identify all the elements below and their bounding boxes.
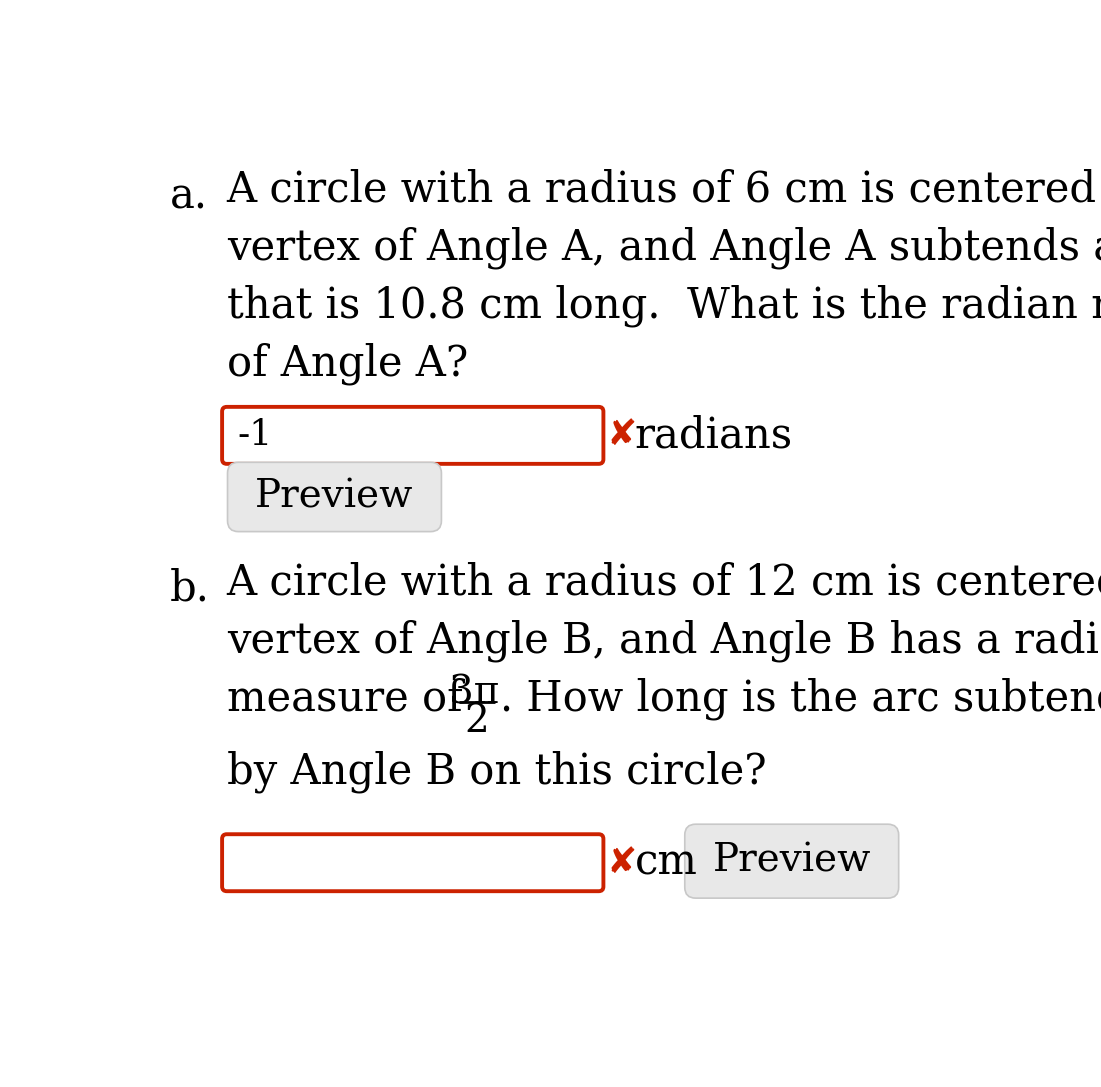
Text: Preview: Preview <box>255 478 414 515</box>
Text: cm: cm <box>634 841 697 884</box>
Text: ✘: ✘ <box>607 846 636 879</box>
Text: -1: -1 <box>238 418 273 452</box>
Text: 2: 2 <box>465 703 490 740</box>
Text: A circle with a radius of 12 cm is centered at the: A circle with a radius of 12 cm is cente… <box>227 562 1101 603</box>
Text: b.: b. <box>171 567 210 610</box>
Text: radians: radians <box>634 414 793 457</box>
FancyBboxPatch shape <box>228 462 442 532</box>
Text: measure of: measure of <box>227 677 476 720</box>
Text: by Angle B on this circle?: by Angle B on this circle? <box>227 750 766 792</box>
FancyBboxPatch shape <box>222 407 603 464</box>
Text: a.: a. <box>171 175 208 217</box>
Text: vertex of Angle B, and Angle B has a radian: vertex of Angle B, and Angle B has a rad… <box>227 620 1101 662</box>
Text: that is 10.8 cm long.  What is the radian measure: that is 10.8 cm long. What is the radian… <box>227 285 1101 327</box>
Text: of Angle A?: of Angle A? <box>227 342 468 385</box>
Text: A circle with a radius of 6 cm is centered at the: A circle with a radius of 6 cm is center… <box>227 168 1101 211</box>
FancyBboxPatch shape <box>222 834 603 891</box>
Text: Preview: Preview <box>712 842 871 879</box>
Text: vertex of Angle A, and Angle A subtends an arc: vertex of Angle A, and Angle A subtends … <box>227 227 1101 270</box>
Text: ✘: ✘ <box>607 418 636 452</box>
Text: 3π: 3π <box>449 674 499 711</box>
Text: . How long is the arc subtended: . How long is the arc subtended <box>500 677 1101 720</box>
FancyBboxPatch shape <box>685 824 898 898</box>
